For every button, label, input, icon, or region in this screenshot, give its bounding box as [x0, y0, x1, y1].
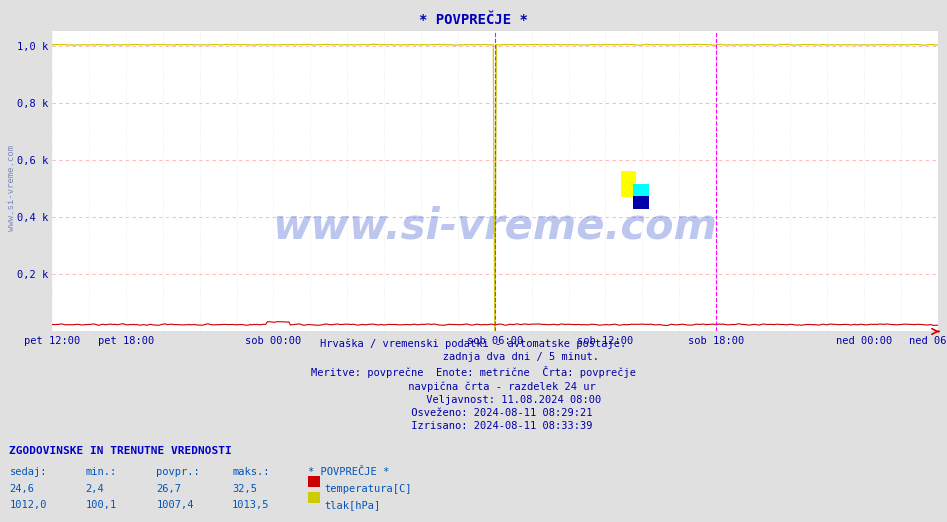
Text: min.:: min.:: [85, 467, 116, 477]
Text: maks.:: maks.:: [232, 467, 270, 477]
Text: sedaj:: sedaj:: [9, 467, 47, 477]
Text: www.si-vreme.com: www.si-vreme.com: [7, 145, 16, 231]
Text: 24,6: 24,6: [9, 484, 34, 494]
Text: 1007,4: 1007,4: [156, 500, 194, 510]
Text: www.si-vreme.com: www.si-vreme.com: [273, 206, 717, 247]
Text: 26,7: 26,7: [156, 484, 181, 494]
Text: ZGODOVINSKE IN TRENUTNE VREDNOSTI: ZGODOVINSKE IN TRENUTNE VREDNOSTI: [9, 446, 232, 456]
Text: tlak[hPa]: tlak[hPa]: [325, 500, 381, 510]
Text: 2,4: 2,4: [85, 484, 104, 494]
Text: povpr.:: povpr.:: [156, 467, 200, 477]
Bar: [621, 171, 636, 197]
Text: * POVPREČJE *: * POVPREČJE *: [308, 467, 389, 477]
Text: Hrvaška / vremenski podatki - avtomatske postaje.
               zadnja dva dni : Hrvaška / vremenski podatki - avtomatske…: [311, 338, 636, 432]
Text: * POVPREČJE *: * POVPREČJE *: [420, 13, 527, 27]
Bar: [634, 196, 649, 209]
Text: temperatura[C]: temperatura[C]: [325, 484, 412, 494]
Text: 32,5: 32,5: [232, 484, 257, 494]
Text: 100,1: 100,1: [85, 500, 116, 510]
Text: 1012,0: 1012,0: [9, 500, 47, 510]
Bar: [634, 184, 649, 209]
Text: 1013,5: 1013,5: [232, 500, 270, 510]
